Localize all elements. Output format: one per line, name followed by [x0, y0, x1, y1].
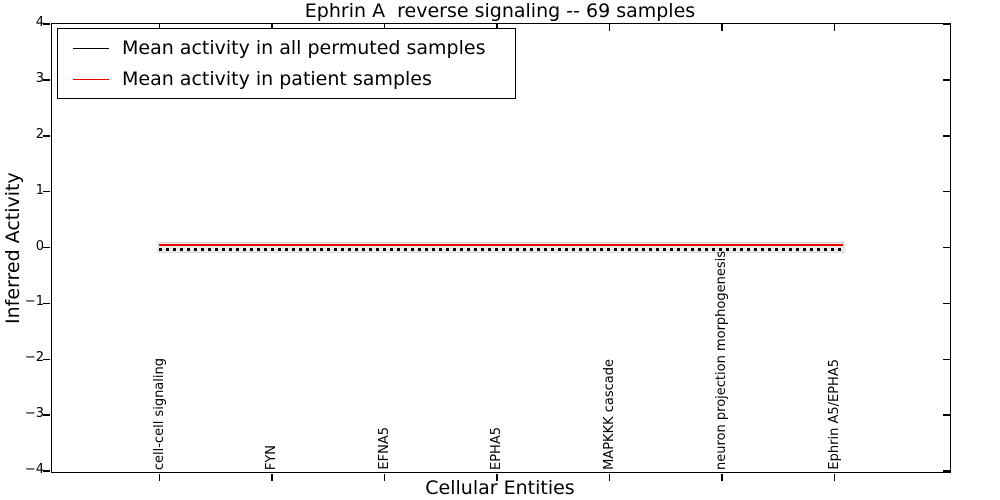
legend-item-permuted: Mean activity in all permuted samples	[73, 33, 515, 64]
x-tick-top	[721, 24, 723, 31]
y-tick-label: −3	[24, 406, 44, 422]
y-tick-label: 0	[35, 238, 44, 254]
x-tick-top	[271, 24, 273, 31]
y-tick-label: 4	[35, 15, 44, 30]
x-tick-label: EFNA5	[376, 427, 392, 470]
x-tick-label: cell-cell signaling	[151, 357, 167, 470]
y-axis-label: Inferred Activity	[2, 172, 24, 324]
y-tick-label: 2	[35, 126, 44, 142]
patient-line-swatch	[73, 78, 109, 80]
x-tick-label: neuron projection morphogenesis	[714, 251, 729, 470]
y-tick-right	[943, 414, 950, 416]
y-tick-right	[943, 79, 950, 81]
x-tick-label: MAPKKK cascade	[601, 359, 617, 470]
permuted-line-swatch	[73, 47, 109, 49]
y-tick-label: 1	[35, 182, 44, 198]
y-tick-left	[43, 246, 50, 249]
y-tick-left	[43, 358, 50, 360]
chart-title: Ephrin A reverse signaling -- 69 samples	[304, 0, 696, 22]
y-tick-left	[43, 414, 50, 416]
legend: Mean activity in all permuted samples Me…	[57, 28, 516, 99]
x-tick-bottom	[496, 474, 498, 481]
legend-label-permuted: Mean activity in all permuted samples	[122, 37, 486, 59]
y-tick-label: 3	[35, 70, 44, 86]
y-tick-right	[943, 358, 950, 360]
x-tick-label: Ephrin A5/EPHA5	[826, 359, 842, 470]
x-tick-top	[496, 24, 498, 31]
y-tick-left	[43, 23, 50, 25]
y-tick-label: −4	[24, 462, 44, 477]
x-tick-top	[833, 24, 836, 31]
legend-label-patient: Mean activity in patient samples	[122, 68, 432, 90]
x-tick-bottom	[158, 474, 161, 481]
x-tick-bottom	[383, 474, 386, 481]
y-tick-left	[43, 79, 50, 81]
x-tick-label: FYN	[264, 444, 279, 470]
y-tick-left	[43, 190, 50, 193]
x-tick-top	[158, 24, 161, 31]
series-line-permuted	[159, 247, 843, 251]
x-tick-bottom	[271, 474, 273, 481]
y-tick-label: −2	[24, 350, 44, 366]
y-tick-left	[43, 302, 50, 305]
y-tick-right	[943, 302, 950, 305]
x-tick-bottom	[608, 474, 611, 481]
y-tick-left	[43, 470, 50, 472]
x-tick-bottom	[721, 474, 723, 481]
y-tick-label: −1	[24, 294, 44, 310]
y-tick-right	[943, 470, 950, 472]
x-tick-label: EPHA5	[489, 427, 504, 470]
series-line-patient	[159, 244, 843, 247]
x-tick-bottom	[833, 474, 836, 481]
legend-item-patient: Mean activity in patient samples	[73, 64, 515, 95]
y-tick-right	[943, 190, 950, 193]
y-tick-right	[943, 135, 950, 137]
y-tick-left	[43, 135, 50, 137]
permutation-band	[157, 242, 845, 253]
x-tick-top	[608, 24, 611, 31]
x-tick-top	[383, 24, 386, 31]
y-tick-right	[943, 23, 950, 25]
y-tick-right	[943, 246, 950, 249]
x-axis-label: Cellular Entities	[425, 477, 575, 499]
